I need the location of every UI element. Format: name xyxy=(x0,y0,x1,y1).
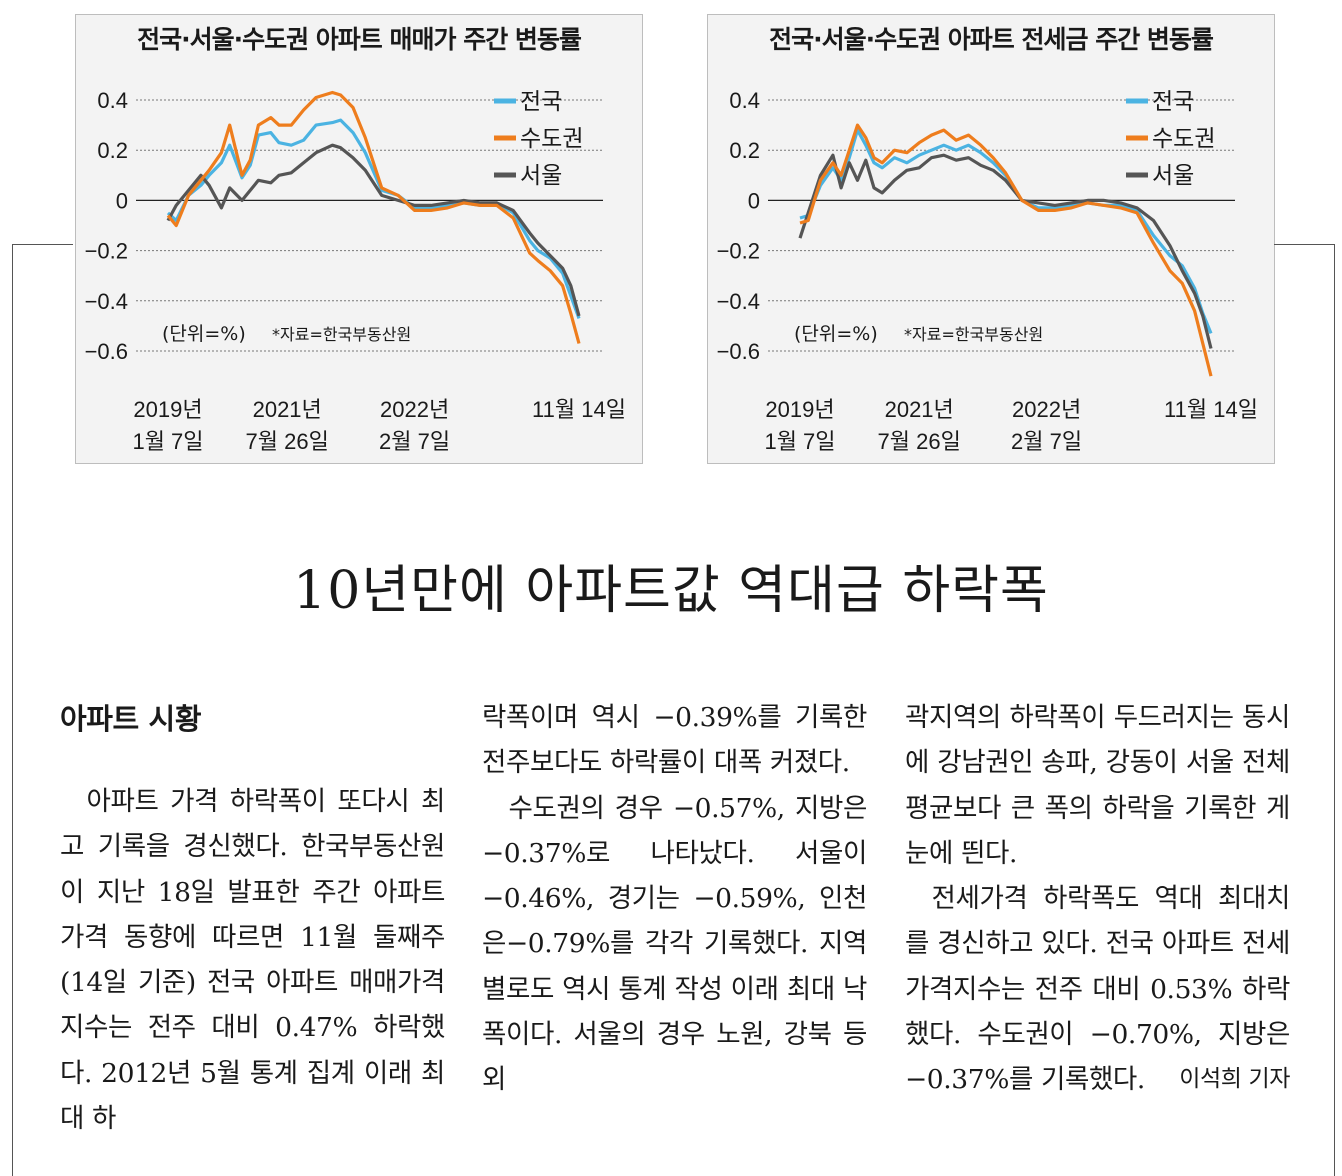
legend-label: 서울 xyxy=(520,163,562,189)
x-tick-label: 1월 7일 xyxy=(764,429,835,454)
x-tick-label: 2022년 xyxy=(380,397,449,422)
chart-title: 전국·서울·수도권 아파트 매매가 주간 변동률 xyxy=(137,25,582,54)
chart-jeonse-price: 전국·서울·수도권 아파트 전세금 주간 변동률 (단위=%) *자료=한국부동… xyxy=(707,14,1275,464)
unit-note: (단위=%) xyxy=(162,323,246,345)
frame-right-top xyxy=(1274,244,1335,245)
y-tick-label: −0.2 xyxy=(85,239,128,264)
series-line-서울 xyxy=(798,153,1213,349)
article-column-1: 아파트 시황 아파트 가격 하락폭이 또다시 최고 기록을 경신했다. 한국부동… xyxy=(60,695,445,1141)
byline: 이석희 기자 xyxy=(1179,1066,1290,1093)
article-paragraph: 아파트 가격 하락폭이 또다시 최고 기록을 경신했다. 한국부동산원이 지난 … xyxy=(60,786,445,1135)
x-tick-label: 2월 7일 xyxy=(1011,429,1082,454)
x-tick-label: 2021년 xyxy=(885,397,954,422)
x-tick-label: 2022년 xyxy=(1012,397,1081,422)
chart-sale-price-plot: (단위=%) *자료=한국부동산원 0.4 0.2 0 −0.2 −0.4 −0.6 201… xyxy=(85,88,626,454)
x-tick-label: 2021년 xyxy=(253,397,322,422)
y-tick-label: −0.2 xyxy=(717,239,760,264)
frame-left-top xyxy=(12,244,73,245)
source-note: *자료=한국부동산원 xyxy=(904,325,1043,344)
plot-area: 0.4 0.2 0 −0.2 −0.4 −0.6 2019년 1월 7일 2021년 7월 26일… xyxy=(85,88,626,454)
y-tick-label: −0.4 xyxy=(717,289,760,314)
series-line-전국 xyxy=(166,118,581,319)
section-heading: 아파트 시황 xyxy=(60,702,202,736)
legend-label: 전국 xyxy=(1152,89,1194,115)
article-paragraph: 전세가격 하락폭도 역대 최대치를 경신하고 있다. 전국 아파트 전세가격지수… xyxy=(905,876,1290,1102)
unit-note: (단위=%) xyxy=(794,323,878,345)
chart-title: 전국·서울·수도권 아파트 전세금 주간 변동률 xyxy=(769,25,1214,54)
y-tick-label: −0.4 xyxy=(85,289,128,314)
y-tick-label: 0.2 xyxy=(97,138,128,163)
series-line-서울 xyxy=(166,143,581,317)
y-tick-label: −0.6 xyxy=(717,339,760,364)
article-paragraph: 락폭이며 역시 −0.39%를 기록한 전주보다도 하락률이 대폭 커졌다. xyxy=(482,702,867,779)
series-line-전국 xyxy=(799,128,1213,335)
article-paragraph: 곽지역의 하락폭이 두드러지는 동시에 강남권인 송파, 강동이 서울 전체 평… xyxy=(905,702,1290,869)
plot-area: 0.4 0.2 0 −0.2 −0.4 −0.6 2019년 1월 7일 2021년 7월 26일… xyxy=(717,88,1258,454)
chart-jeonse-price-plot: (단위=%) *자료=한국부동산원 0.4 0.2 0 −0.2 −0.4 −0.6 201… xyxy=(717,88,1258,454)
y-tick-label: −0.6 xyxy=(85,339,128,364)
x-tick-label: 11월 14일 xyxy=(1164,397,1258,422)
y-tick-label: 0 xyxy=(116,188,128,213)
frame-right-vertical xyxy=(1334,244,1335,1176)
legend-label: 전국 xyxy=(520,89,562,115)
article-column-2: 락폭이며 역시 −0.39%를 기록한 전주보다도 하락률이 대폭 커졌다. 수… xyxy=(482,695,867,1103)
x-tick-label: 2019년 xyxy=(133,397,202,422)
y-tick-label: 0 xyxy=(748,188,760,213)
headline: 10년만에 아파트값 역대급 하락폭 xyxy=(293,561,1049,621)
article-paragraph: 수도권의 경우 −0.57%, 지방은 −0.37%로 나타났다. 서울이 −0… xyxy=(482,792,867,1096)
y-tick-label: 0.2 xyxy=(729,138,760,163)
legend-label: 서울 xyxy=(1152,163,1194,189)
y-tick-label: 0.4 xyxy=(97,88,128,113)
y-tick-label: 0.4 xyxy=(729,88,760,113)
series-line-수도권 xyxy=(166,90,581,344)
x-tick-label: 2월 7일 xyxy=(379,429,450,454)
article-paragraph-text: 전세가격 하락폭도 역대 최대치를 경신하고 있다. 전국 아파트 전세가격지수… xyxy=(905,883,1290,1096)
x-tick-label: 1월 7일 xyxy=(132,429,203,454)
legend-label: 수도권 xyxy=(520,126,583,152)
source-note: *자료=한국부동산원 xyxy=(272,325,411,344)
legend-label: 수도권 xyxy=(1152,126,1215,152)
article-column-3: 곽지역의 하락폭이 두드러지는 동시에 강남권인 송파, 강동이 서울 전체 평… xyxy=(905,695,1290,1103)
x-tick-label: 11월 14일 xyxy=(532,397,626,422)
series-line-수도권 xyxy=(799,123,1213,377)
chart-sale-price: 전국·서울·수도권 아파트 매매가 주간 변동률 (단위=%) *자료=한국부동… xyxy=(75,14,643,464)
x-tick-label: 7월 26일 xyxy=(878,429,961,454)
x-tick-label: 7월 26일 xyxy=(246,429,329,454)
x-tick-label: 2019년 xyxy=(765,397,834,422)
frame-left-vertical xyxy=(12,244,13,1176)
